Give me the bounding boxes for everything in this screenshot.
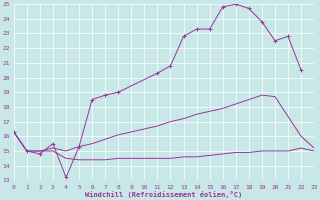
X-axis label: Windchill (Refroidissement éolien,°C): Windchill (Refroidissement éolien,°C) [85, 191, 243, 198]
